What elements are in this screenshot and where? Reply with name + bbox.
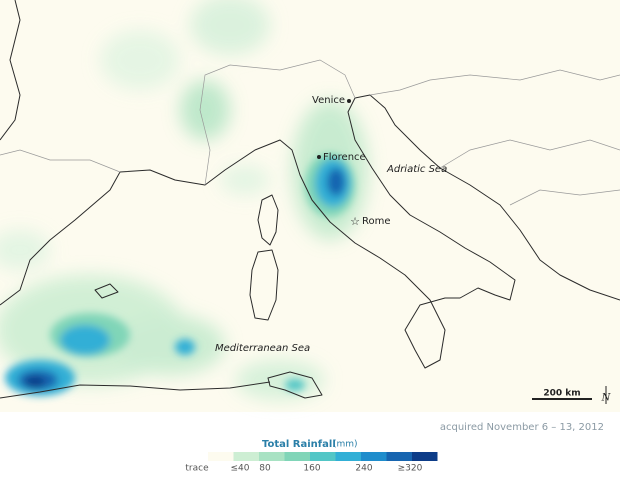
- place-label: Rome: [362, 216, 391, 227]
- labels: Venice Florence ☆ Rome Adriatic Sea Medi…: [215, 95, 447, 354]
- city-marker: ☆: [350, 215, 360, 228]
- legend-label: ≥320: [398, 464, 423, 474]
- legend-swatch: [284, 452, 310, 461]
- scale-label: 200 km: [543, 389, 580, 399]
- legend-swatch: [386, 452, 412, 461]
- place-label: Venice: [312, 95, 345, 106]
- legend-label: 80: [259, 464, 271, 474]
- legend-label: 240: [355, 464, 372, 474]
- legend-unit: (mm): [333, 440, 358, 450]
- city-marker: [347, 99, 351, 103]
- scale-bar: 200 km N: [532, 386, 612, 404]
- legend-title: Total Rainfall: [262, 439, 336, 450]
- rainfall: [0, 0, 368, 400]
- legend-swatch: [233, 452, 259, 461]
- borders: [0, 59, 620, 206]
- place-label: Florence: [323, 152, 366, 163]
- legend-label: 160: [303, 464, 320, 474]
- legend-swatch: [335, 452, 361, 461]
- legend-swatch: [208, 452, 234, 461]
- legend-swatch: [412, 452, 438, 461]
- legend-label: ≤40: [231, 464, 250, 474]
- legend-swatch: [259, 452, 285, 461]
- legend-swatch: [361, 452, 387, 461]
- sea-label: Mediterranean Sea: [215, 343, 310, 354]
- legend-swatch: [310, 452, 336, 461]
- city-marker: [317, 155, 321, 159]
- coastlines: [0, 0, 620, 399]
- north-label: N: [601, 393, 612, 404]
- sea-label: Adriatic Sea: [386, 164, 447, 175]
- legend-label: trace: [185, 464, 209, 474]
- legend: Total Rainfall (mm) trace ≤40 80 160 240 ≥320: [185, 439, 438, 474]
- caption: acquired November 6 – 13, 2012: [440, 422, 604, 433]
